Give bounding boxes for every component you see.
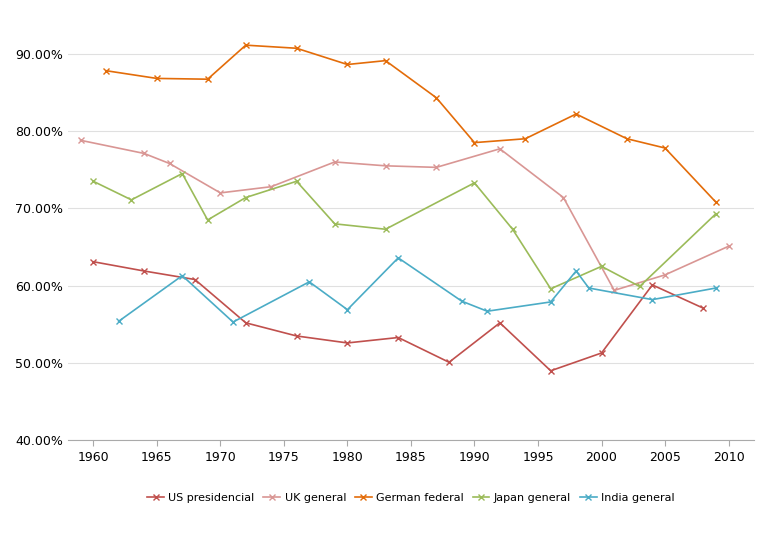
US presidencial	[88, 259, 98, 265]
UK general	[661, 271, 670, 278]
German federal	[431, 95, 441, 101]
German federal	[622, 136, 631, 142]
India general	[483, 308, 492, 315]
US presidencial	[495, 320, 504, 326]
Japan general	[381, 226, 390, 232]
India general	[305, 279, 314, 285]
Japan general	[330, 221, 339, 227]
German federal	[343, 61, 352, 68]
UK general	[267, 183, 276, 190]
US presidencial	[444, 359, 454, 366]
German federal	[521, 136, 530, 142]
UK general	[724, 243, 733, 250]
India general	[343, 306, 352, 313]
India general	[457, 298, 466, 305]
German federal	[470, 140, 479, 146]
Japan general	[292, 178, 301, 185]
Japan general	[241, 194, 251, 201]
German federal	[241, 42, 251, 48]
UK general	[76, 137, 85, 143]
German federal	[102, 67, 111, 74]
India general	[647, 296, 657, 303]
UK general	[495, 146, 504, 152]
US presidencial	[190, 276, 199, 283]
UK general	[610, 287, 619, 294]
India general	[178, 272, 187, 279]
Japan general	[203, 217, 212, 224]
US presidencial	[241, 320, 251, 326]
US presidencial	[647, 281, 657, 288]
Japan general	[597, 263, 606, 270]
US presidencial	[597, 350, 606, 356]
Legend: US presidencial, UK general, German federal, Japan general, India general: US presidencial, UK general, German fede…	[143, 489, 679, 508]
US presidencial	[139, 267, 148, 274]
UK general	[139, 150, 148, 157]
Line: India general: India general	[115, 255, 719, 325]
India general	[546, 299, 555, 305]
German federal	[661, 145, 670, 151]
US presidencial	[698, 305, 707, 311]
German federal	[292, 45, 301, 52]
Japan general	[546, 285, 555, 292]
India general	[228, 319, 238, 325]
Line: UK general: UK general	[77, 137, 732, 294]
Japan general	[470, 180, 479, 186]
Japan general	[127, 196, 136, 203]
Japan general	[508, 226, 518, 232]
UK general	[431, 164, 441, 171]
India general	[711, 285, 721, 291]
German federal	[381, 57, 390, 64]
Japan general	[711, 210, 721, 217]
Japan general	[635, 283, 644, 290]
Japan general	[178, 170, 187, 177]
Line: German federal: German federal	[102, 42, 719, 206]
UK general	[165, 160, 174, 167]
Japan general	[88, 178, 98, 185]
German federal	[203, 76, 212, 82]
Line: Japan general: Japan general	[90, 170, 719, 292]
US presidencial	[343, 340, 352, 346]
German federal	[711, 199, 721, 206]
US presidencial	[292, 332, 301, 339]
India general	[584, 285, 594, 291]
UK general	[559, 194, 568, 201]
India general	[114, 318, 123, 325]
India general	[571, 267, 581, 274]
UK general	[381, 162, 390, 169]
German federal	[152, 75, 161, 82]
Line: US presidencial: US presidencial	[90, 258, 707, 374]
India general	[394, 255, 403, 261]
UK general	[330, 158, 339, 165]
German federal	[571, 111, 581, 117]
US presidencial	[394, 334, 403, 341]
UK general	[216, 190, 225, 196]
US presidencial	[546, 368, 555, 374]
